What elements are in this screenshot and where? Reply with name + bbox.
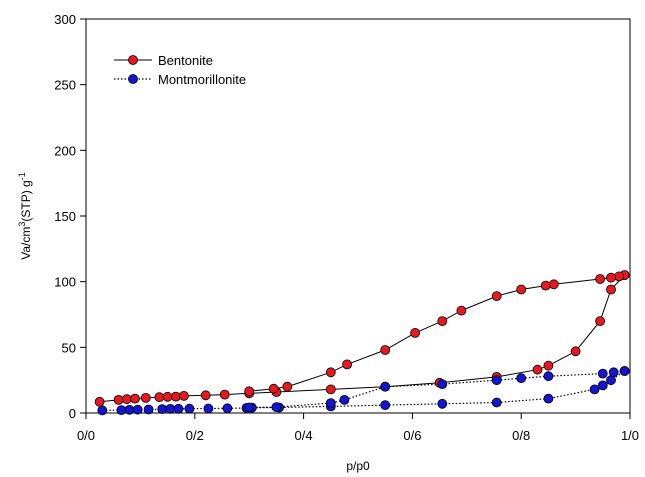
bentonite-desorption-point	[606, 272, 616, 283]
x-tick-label: 0/0	[77, 428, 95, 443]
y-axis-ticks: 0 50 100 150 200 250 300	[54, 12, 86, 421]
montmorillonite-adsorption-point	[380, 400, 391, 411]
bentonite-desorption-point	[268, 383, 279, 394]
montmorillonite-desorption-point	[608, 367, 619, 378]
bentonite-adsorption-point	[532, 364, 543, 375]
montmorillonite-desorption-point	[543, 371, 554, 382]
montmorillonite-adsorption-point	[173, 403, 184, 414]
bentonite-desorption-point	[342, 359, 353, 370]
montmorillonite-adsorption-point	[597, 380, 608, 391]
bentonite-desorption-point	[244, 386, 255, 397]
bentonite-desorption-line	[249, 274, 625, 392]
legend-item-bentonite: Bentonite	[114, 53, 213, 68]
montmorillonite-desorption-line	[249, 370, 625, 409]
montmorillonite-desorption-point	[597, 368, 608, 379]
bentonite-adsorption-point	[162, 391, 173, 402]
bentonite-desorption-point	[282, 381, 293, 392]
montmorillonite-desorption-point	[619, 366, 630, 376]
bentonite-adsorption-point	[94, 396, 105, 407]
bentonite-desorption-point	[325, 367, 336, 378]
bentonite-adsorption-point	[121, 394, 132, 405]
bentonite-desorption-point	[540, 280, 551, 291]
bentonite-desorption-point	[595, 274, 605, 284]
y-tick-label: 50	[62, 340, 76, 355]
bentonite-adsorption-point	[595, 316, 605, 327]
x-tick-label: 0/4	[295, 428, 313, 443]
montmorillonite-adsorption-point	[124, 404, 135, 415]
bentonite-desorption-point	[614, 271, 624, 282]
montmorillonite-desorption-point	[325, 398, 336, 409]
montmorillonite-adsorption-point	[543, 393, 554, 404]
legend-marker-bentonite	[128, 55, 138, 65]
montmorillonite-adsorption-point	[132, 404, 143, 415]
y-axis-title: Va/cm3(STP) g-1	[17, 172, 33, 260]
legend-marker-montmorillonite	[128, 74, 138, 84]
montmorillonite-adsorption-point	[165, 403, 176, 414]
bentonite-adsorption-point	[113, 394, 124, 405]
bentonite-desorption-point	[380, 345, 391, 355]
montmorillonite-adsorption-point	[203, 403, 214, 414]
montmorillonite-desorption-point	[339, 394, 350, 405]
y-tick-label: 100	[54, 275, 76, 290]
legend-label-montmorillonite: Montmorillonite	[158, 72, 246, 87]
montmorillonite-desorption-point	[380, 381, 391, 392]
series-montmorillonite	[97, 366, 630, 416]
bentonite-desorption-point	[456, 305, 467, 316]
bentonite-adsorption-point	[170, 391, 181, 402]
montmorillonite-adsorption-point	[143, 404, 154, 415]
montmorillonite-adsorption-point	[184, 403, 195, 414]
montmorillonite-adsorption-point	[491, 397, 502, 408]
bentonite-adsorption-point	[140, 392, 151, 403]
montmorillonite-desorption-point	[244, 402, 255, 413]
montmorillonite-desorption-point	[491, 375, 502, 386]
montmorillonite-adsorption-point	[589, 384, 600, 395]
legend-label-bentonite: Bentonite	[158, 53, 213, 68]
series-bentonite	[94, 270, 630, 407]
x-axis-title: p/p0	[346, 459, 370, 473]
montmorillonite-adsorption-point	[157, 404, 168, 415]
y-tick-label: 300	[54, 12, 76, 27]
bentonite-desorption-point	[548, 279, 559, 290]
bentonite-desorption-point	[437, 316, 448, 327]
bentonite-adsorption-line	[99, 274, 625, 403]
montmorillonite-adsorption-point	[97, 405, 108, 416]
montmorillonite-desorption-point	[516, 373, 527, 384]
bentonite-adsorption-point	[570, 346, 581, 357]
montmorillonite-adsorption-point	[222, 403, 233, 414]
montmorillonite-adsorption-point	[116, 405, 127, 416]
y-tick-label: 200	[54, 143, 76, 158]
montmorillonite-adsorption-point	[437, 398, 448, 409]
bentonite-adsorption-point	[219, 389, 230, 400]
series-layer	[94, 270, 630, 416]
x-tick-label: 0/8	[512, 428, 530, 443]
bentonite-adsorption-point	[200, 390, 211, 401]
x-axis-ticks: 0/0 0/2 0/4 0/6 0/8 1/0	[77, 413, 639, 443]
montmorillonite-desorption-point	[437, 379, 448, 390]
y-tick-label: 150	[54, 209, 76, 224]
x-tick-label: 0/6	[403, 428, 421, 443]
x-tick-label: 0/2	[186, 428, 204, 443]
legend: Bentonite Montmorillonite	[114, 53, 246, 87]
bentonite-adsorption-point	[154, 392, 165, 403]
bentonite-desorption-point	[516, 284, 527, 295]
bentonite-adsorption-point	[130, 393, 140, 404]
bentonite-desorption-point	[410, 327, 421, 338]
bentonite-adsorption-point	[606, 284, 616, 295]
y-tick-label: 250	[54, 78, 76, 93]
y-tick-label: 0	[69, 406, 76, 421]
bentonite-desorption-point	[491, 291, 502, 302]
bentonite-adsorption-point	[178, 390, 189, 401]
x-tick-label: 1/0	[621, 428, 639, 443]
legend-item-montmorillonite: Montmorillonite	[114, 72, 246, 87]
bentonite-adsorption-point	[543, 360, 554, 371]
montmorillonite-desorption-point	[271, 402, 282, 413]
bentonite-adsorption-point	[325, 384, 336, 395]
